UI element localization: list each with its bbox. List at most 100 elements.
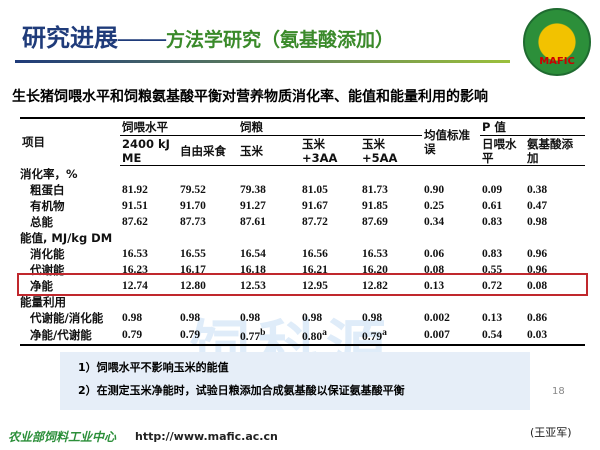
table-cell: 0.98 — [122, 312, 143, 324]
table-cell: 16.53 — [362, 248, 388, 260]
table-cell: 0.79 — [178, 326, 238, 346]
row-label: 净能 — [30, 279, 53, 293]
table-cell: 87.61 — [240, 216, 266, 228]
logo — [523, 8, 591, 76]
table-cell: 87.62 — [122, 216, 148, 228]
cell-value: 0.80 — [302, 330, 323, 343]
table-cell: 0.83 — [482, 216, 503, 228]
table-cell: 0.38 — [527, 184, 548, 196]
cell-note: b — [260, 327, 266, 338]
table-cell: 0.79 — [120, 326, 178, 346]
table-cell: 0.13 — [482, 312, 503, 324]
table-cell: 0.002 — [424, 312, 450, 324]
table-cell: 0.09 — [482, 184, 503, 196]
notes-box: 1）饲喂水平不影响玉米的能值 2）在测定玉米净能时，试验日粮添加合成氨基酸以保证… — [60, 352, 530, 410]
table-cell: 87.72 — [302, 216, 328, 228]
table-row: 代谢能/消化能 0.98 0.98 0.98 0.98 0.98 0.002 0.13 0.86 — [20, 310, 585, 326]
header-cell: 氨基酸添加 — [525, 135, 585, 166]
table-cell: 81.92 — [122, 184, 148, 196]
table-cell: 0.08 — [527, 280, 548, 292]
row-label: 粗蛋白 — [30, 183, 65, 197]
table-row: 消化率，% — [20, 166, 585, 183]
header-cell: P 值 — [480, 117, 585, 136]
note: 2）在测定玉米净能时，试验日粮添加合成氨基酸以保证氨基酸平衡 — [78, 384, 405, 397]
title-sub: 方法学研究（氨基酸添加） — [166, 30, 395, 51]
table-cell: 0.007 — [422, 326, 480, 346]
table-cell: 81.73 — [362, 184, 388, 196]
logo-text: MAFIC — [539, 56, 575, 67]
table-row: 粗蛋白 81.92 79.52 79.38 81.05 81.73 0.90 0.09 0.38 — [20, 182, 585, 198]
row-label: 净能/代谢能 — [20, 326, 120, 346]
table-cell: 12.95 — [302, 280, 328, 292]
table-cell: 91.70 — [180, 200, 206, 212]
footer-url: http://www.mafic.ac.cn — [135, 430, 278, 443]
note: 1）饲喂水平不影响玉米的能值 — [78, 361, 229, 374]
table-row: 能量利用 — [20, 294, 585, 310]
table-cell: 91.85 — [362, 200, 388, 212]
table-cell: 12.53 — [240, 280, 266, 292]
cell-note: a — [382, 327, 387, 338]
table-cell: 0.86 — [527, 312, 548, 324]
table-cell: 0.98 — [527, 216, 548, 228]
table-cell: 81.05 — [302, 184, 328, 196]
table-cell: 12.82 — [362, 280, 388, 292]
table-row: 消化能 16.53 16.55 16.54 16.56 16.53 0.06 0.83 0.96 — [20, 246, 585, 262]
table-cell: 0.98 — [362, 312, 383, 324]
header-cell: 饲喂水平 — [120, 117, 238, 136]
header-cell: 日喂水平 — [480, 135, 525, 166]
table-row: 净能/代谢能 0.79 0.79 0.77b 0.80a 0.79a 0.007 0.54 0.… — [20, 326, 585, 346]
table-cell: 0.96 — [527, 248, 548, 260]
section-label: 消化率，% — [20, 167, 78, 181]
table-cell: 91.27 — [240, 200, 266, 212]
table-cell: 0.98 — [302, 312, 323, 324]
table-cell: 16.53 — [122, 248, 148, 260]
header-cell: 自由采食 — [178, 135, 238, 166]
table-cell: 0.03 — [525, 326, 585, 346]
table-cell: 12.74 — [122, 280, 148, 292]
footer-org: 农业部饲料工业中心 — [8, 430, 117, 444]
title-main: 研究进展—— — [22, 26, 166, 52]
table-cell: 0.06 — [424, 248, 445, 260]
table-cell: 87.69 — [362, 216, 388, 228]
header-cell: 玉米 +5AA — [360, 135, 422, 166]
table-cell: 0.47 — [527, 200, 548, 212]
table-cell: 0.61 — [482, 200, 503, 212]
table-cell: 91.67 — [302, 200, 328, 212]
table-cell: 91.51 — [122, 200, 148, 212]
table-cell: 79.52 — [180, 184, 206, 196]
header-cell: 2400 kJ ME — [120, 135, 178, 166]
table-cell: 0.77b — [238, 326, 300, 346]
title-rule — [15, 60, 510, 63]
cell-value: 0.79 — [362, 330, 383, 343]
row-label: 代谢能/消化能 — [30, 311, 104, 325]
header-cell: 饲粮 — [238, 117, 422, 136]
row-label: 消化能 — [30, 247, 65, 261]
table-title: 生长猪饲喂水平和饲粮氨基酸平衡对营养物质消化率、能值和能量利用的影响 — [12, 89, 488, 105]
header-cell: 玉米 — [238, 135, 300, 166]
footer-author: (王亚军) — [530, 426, 572, 439]
cell-note: a — [322, 327, 327, 338]
table-row: 能值, MJ/kg DM — [20, 230, 585, 246]
table-cell: 16.54 — [240, 248, 266, 260]
highlight-box — [17, 273, 588, 296]
header-cell: 玉米 +3AA — [300, 135, 360, 166]
table-cell: 12.80 — [180, 280, 206, 292]
table-cell: 0.80a — [300, 326, 360, 346]
table-cell: 79.38 — [240, 184, 266, 196]
table-cell: 16.56 — [302, 248, 328, 260]
table-cell: 16.55 — [180, 248, 206, 260]
table-row: 总能 87.62 87.73 87.61 87.72 87.69 0.34 0.83 0.98 — [20, 214, 585, 230]
row-label: 总能 — [30, 215, 53, 229]
table-row: 净能 12.74 12.80 12.53 12.95 12.82 0.13 0.72 0.08 — [20, 278, 585, 294]
table-row: 有机物 91.51 91.70 91.27 91.67 91.85 0.25 0.61 0.47 — [20, 198, 585, 214]
table-cell: 0.72 — [482, 280, 503, 292]
section-label: 能值, MJ/kg DM — [20, 231, 113, 245]
table-cell: 0.90 — [424, 184, 445, 196]
row-label: 有机物 — [30, 199, 65, 213]
table-cell: 0.79a — [360, 326, 422, 346]
slide-title: 研究进展——方法学研究（氨基酸添加） — [22, 18, 394, 53]
section-label: 能量利用 — [20, 295, 66, 309]
table-cell: 0.54 — [480, 326, 525, 346]
table-cell: 0.34 — [424, 216, 445, 228]
